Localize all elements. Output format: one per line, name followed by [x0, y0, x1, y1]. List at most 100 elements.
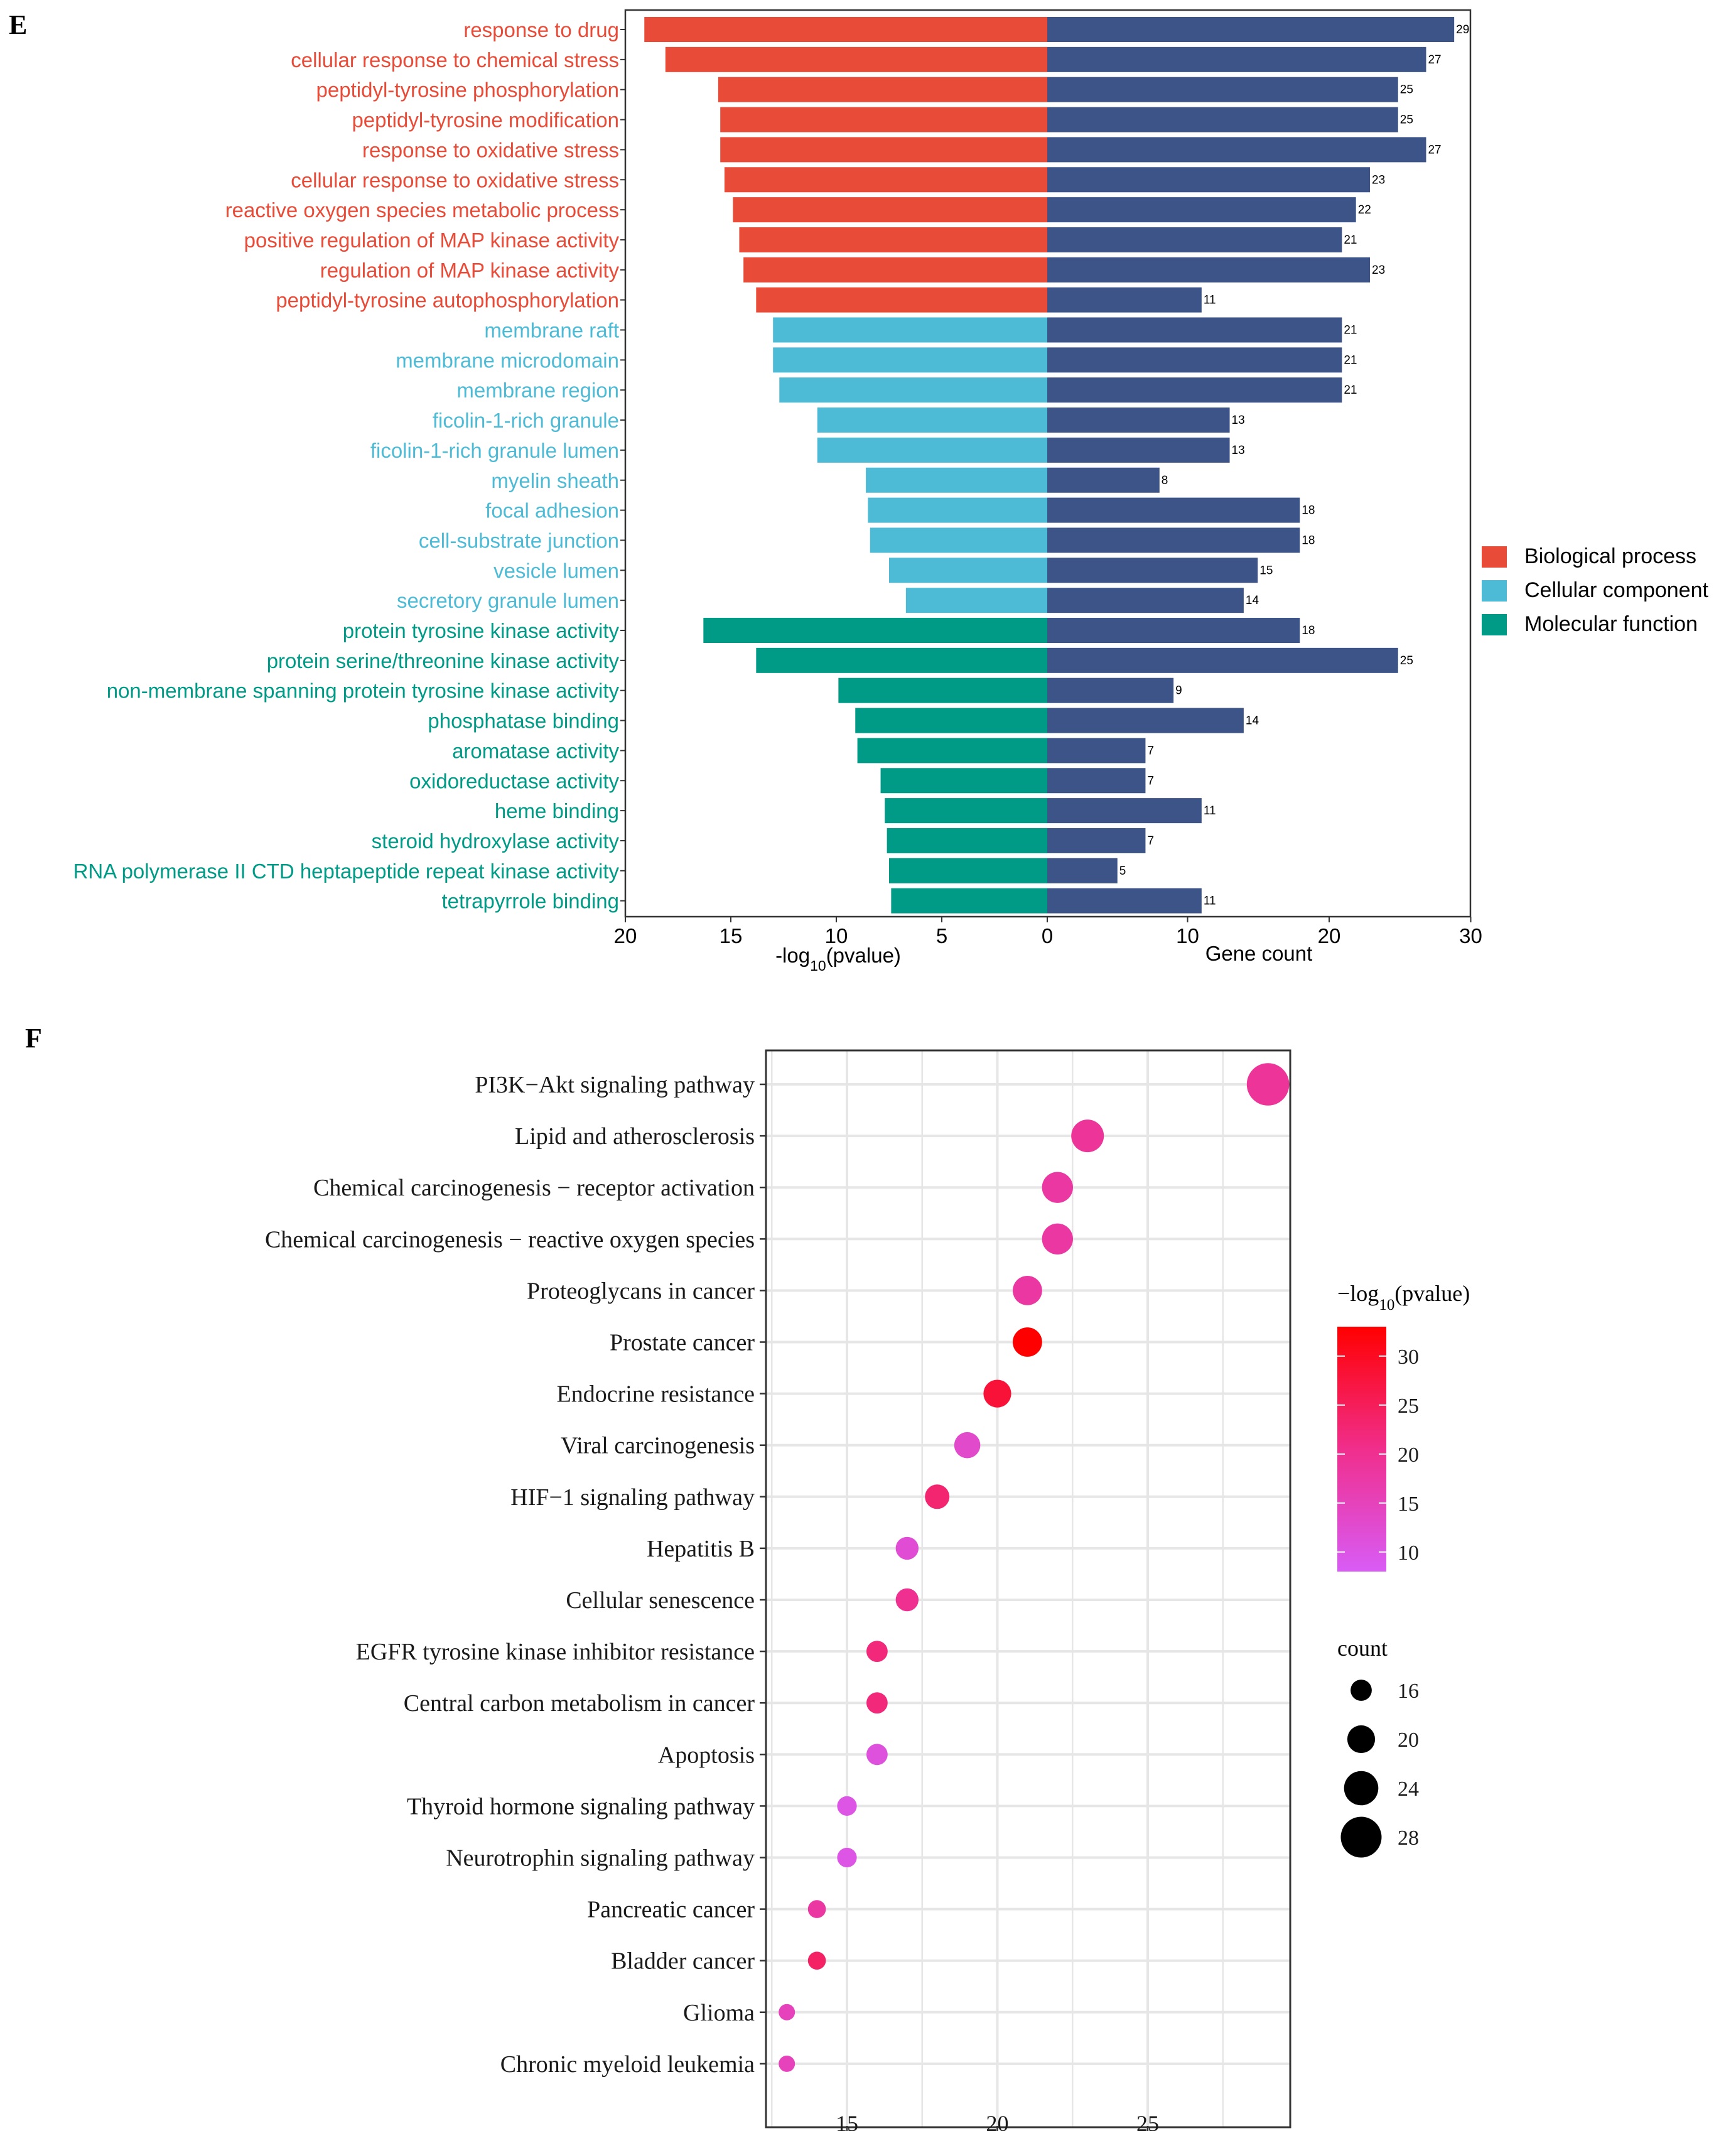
f-size-legend-label: 24 [1398, 1778, 1419, 1801]
e-pvalue-bar [739, 227, 1047, 252]
e-legend: Biological process Cellular component Mole… [1482, 544, 1708, 636]
e-pvalue-bar [891, 888, 1047, 914]
e-pvalue-bar [665, 46, 1047, 72]
e-x-tick-label: 20 [1318, 924, 1341, 947]
f-point [895, 1536, 919, 1560]
e-count-value: 29 [1456, 23, 1469, 36]
f-point [837, 1847, 857, 1868]
f-colorbar-tick-label: 25 [1398, 1395, 1419, 1418]
e-count-bar [1047, 347, 1342, 373]
e-x-tick-label: 30 [1459, 924, 1482, 947]
f-pathway-label: Chemical carcinogenesis − reactive oxyge… [265, 1226, 755, 1253]
f-colorbar-title: −log10(pvalue) [1337, 1281, 1470, 1314]
e-term-label: cell-substrate junction [419, 529, 619, 552]
e-x-tick-label: 15 [720, 924, 743, 947]
e-x-tick-label: 10 [1176, 924, 1199, 947]
e-pvalue-bar [743, 257, 1047, 283]
f-point [925, 1484, 950, 1509]
e-term-label: peptidyl-tyrosine autophosphorylation [276, 289, 619, 312]
f-point [779, 2055, 795, 2072]
f-size-legend-label: 28 [1398, 1826, 1419, 1850]
e-count-bar [1047, 317, 1342, 343]
e-term-label: tetrapyrrole binding [442, 890, 620, 913]
f-x-axis: 15 20 25 [836, 2111, 1159, 2131]
e-x-axis: 20 15 10 5 0 10 20 30 [614, 917, 1482, 947]
f-x-tick-label: 25 [1136, 2111, 1159, 2131]
f-grid [766, 1050, 1290, 2127]
f-point [1042, 1172, 1074, 1203]
e-count-value: 27 [1428, 53, 1441, 67]
f-x-tick-label: 20 [986, 2111, 1009, 2131]
f-pathway-labels: PI3K−Akt signaling pathway Lipid and athe… [265, 1072, 766, 2078]
e-count-bar [1047, 677, 1174, 703]
e-bars-group [644, 17, 1455, 914]
e-term-label: RNA polymerase II CTD heptapeptide repea… [73, 860, 620, 883]
f-pathway-label: Prostate cancer [610, 1330, 755, 1356]
e-pvalue-bar [857, 738, 1047, 763]
e-legend-swatch [1482, 580, 1507, 602]
e-pvalue-bar [889, 858, 1047, 883]
e-term-label: oxidoreductase activity [409, 769, 619, 792]
f-pathway-label: Glioma [683, 2000, 755, 2026]
f-size-legend: 16 20 24 28 [1340, 1680, 1419, 1858]
e-count-value: 27 [1428, 143, 1441, 156]
e-count-value: 25 [1400, 84, 1413, 97]
f-point [983, 1379, 1011, 1408]
e-legend-swatch [1482, 546, 1507, 568]
e-term-label: peptidyl-tyrosine phosphorylation [316, 78, 619, 102]
e-term-label: vesicle lumen [493, 559, 619, 582]
e-x-tick-label: 0 [1042, 924, 1053, 947]
e-count-value: 18 [1302, 534, 1315, 547]
f-size-legend-title: count [1337, 1636, 1388, 1661]
e-count-value: 14 [1246, 715, 1259, 728]
f-point [1042, 1223, 1074, 1255]
f-pathway-label: Bladder cancer [611, 1948, 755, 1975]
e-count-bar [1047, 437, 1230, 463]
e-count-bar [1047, 647, 1398, 673]
e-count-bar [1047, 497, 1300, 523]
panel-f-label: F [25, 1023, 42, 1054]
f-point [954, 1432, 981, 1459]
f-pathway-label: Apoptosis [658, 1742, 755, 1768]
e-count-value: 7 [1147, 834, 1154, 848]
f-size-legend-label: 20 [1398, 1729, 1419, 1752]
e-count-bar [1047, 467, 1160, 493]
e-term-label: positive regulation of MAP kinase activi… [244, 229, 620, 252]
f-pathway-label: Pancreatic cancer [587, 1897, 755, 1923]
e-term-label: heme binding [495, 799, 619, 823]
e-count-bar [1047, 888, 1202, 914]
f-point [807, 1900, 826, 1918]
e-pvalue-bar [724, 167, 1047, 193]
e-count-bar [1047, 858, 1118, 883]
e-count-value: 21 [1344, 353, 1357, 367]
e-pvalue-bar [779, 377, 1047, 403]
e-pvalue-bar [756, 647, 1047, 673]
f-point [895, 1588, 919, 1612]
f-colorbar-tick-label: 30 [1398, 1346, 1419, 1369]
f-pathway-label: PI3K−Akt signaling pathway [475, 1072, 755, 1098]
e-term-label: regulation of MAP kinase activity [320, 259, 620, 282]
f-pathway-label: Lipid and atherosclerosis [515, 1123, 755, 1150]
f-point [866, 1692, 888, 1714]
e-count-bar [1047, 708, 1244, 733]
f-size-legend-dot [1347, 1725, 1376, 1754]
f-colorbar-tick-label: 10 [1398, 1541, 1419, 1565]
e-term-label: membrane region [456, 379, 619, 402]
e-pvalue-bar [720, 137, 1047, 163]
f-pathway-label: Viral carcinogenesis [561, 1433, 755, 1459]
e-pvalue-bar [868, 497, 1047, 523]
e-term-label: phosphatase binding [428, 709, 619, 733]
e-pvalue-bar [855, 708, 1047, 733]
e-term-label: membrane raft [484, 319, 619, 342]
f-point [779, 2004, 795, 2020]
e-count-bar [1047, 738, 1146, 763]
e-pvalue-bar [887, 828, 1047, 853]
f-point [1246, 1063, 1290, 1106]
f-pathway-label: Hepatitis B [647, 1536, 755, 1562]
e-count-bar [1047, 377, 1342, 403]
f-colorbar-ticks: 30 25 20 15 10 [1337, 1346, 1419, 1565]
f-size-legend-dot [1351, 1680, 1372, 1701]
e-count-labels: 29 27 25 25 27 23 22 21 23 11 21 21 21 13 13 8 18 18 15 14 1… [1119, 23, 1470, 908]
e-term-label: focal adhesion [485, 499, 619, 522]
